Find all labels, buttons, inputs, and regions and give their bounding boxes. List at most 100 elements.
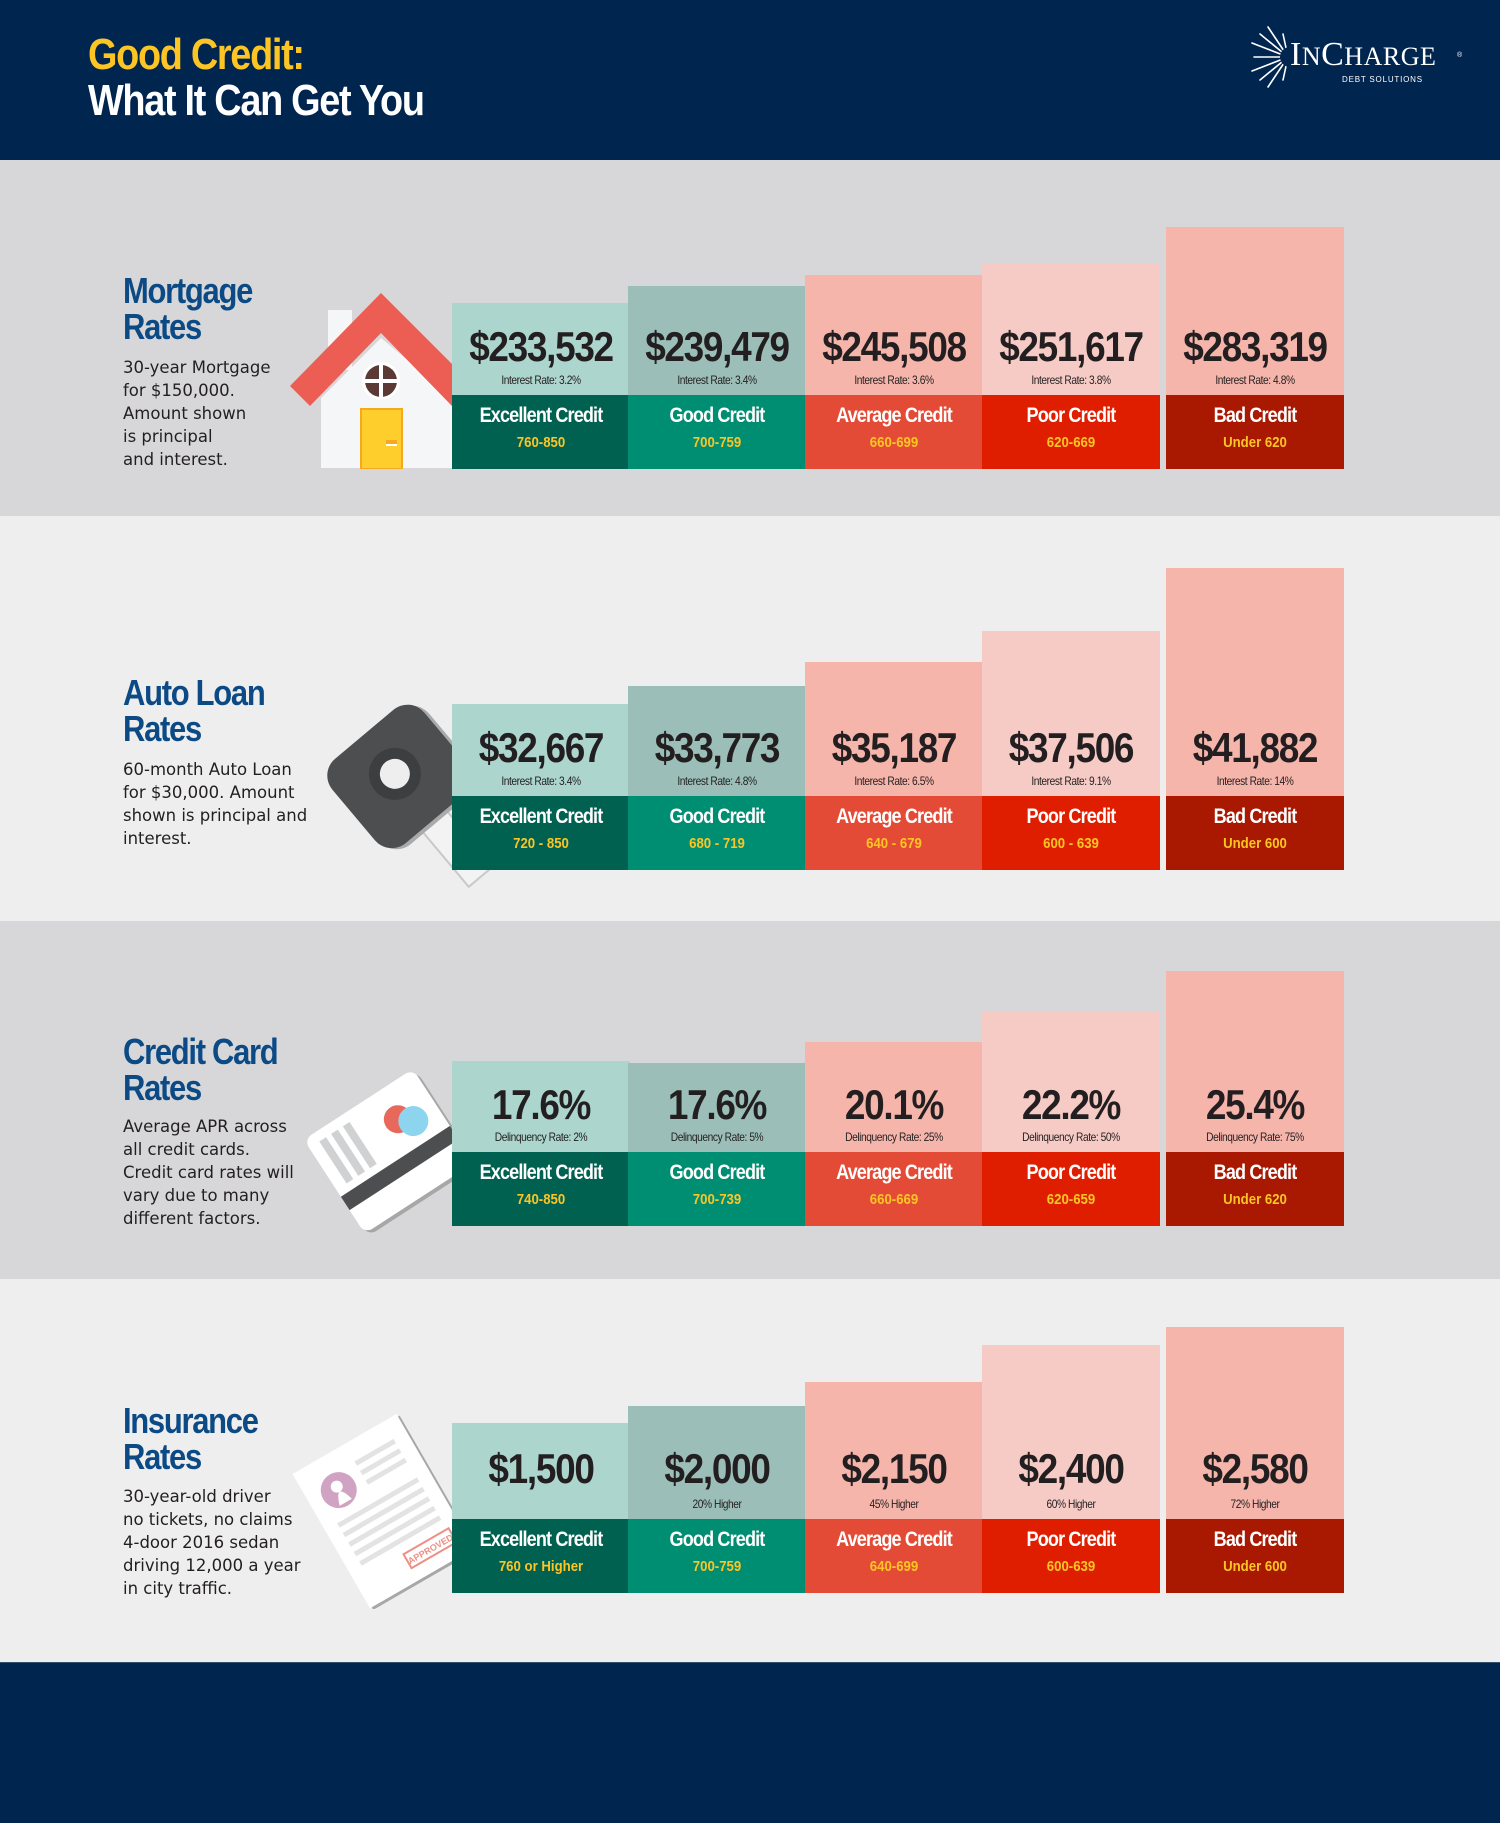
delinquency-rate: Delinquency Rate: 75% — [1206, 1130, 1304, 1144]
value: $32,667 — [478, 724, 605, 771]
value: $2,150 — [841, 1445, 947, 1492]
value: $239,479 — [645, 323, 790, 370]
interest-rate: Interest Rate: 9.1% — [1031, 774, 1111, 788]
insurance-bar-chart: $1,500 Excellent Credit 760 or Higher $2,… — [452, 1279, 1344, 1662]
delinquency-rate: Delinquency Rate: 2% — [494, 1130, 588, 1144]
credit-label: Bad Credit Under 620 — [1166, 395, 1344, 469]
value: $283,319 — [1183, 323, 1328, 370]
credit-card-section: Credit Card Rates Average APR across all … — [0, 921, 1500, 1279]
bar — [982, 1011, 1160, 1152]
mortgage-bar-chart: $233,532 Interest Rate: 3.2% Excellent C… — [452, 160, 1344, 516]
percent-higher: 45% Higher — [869, 1497, 919, 1511]
column-average: $35,187 Interest Rate: 6.5% Average Cred… — [805, 662, 983, 870]
bar — [452, 303, 630, 395]
value: 20.1% — [844, 1081, 945, 1128]
section-title: Credit Card Rates — [123, 1031, 279, 1108]
credit-label: Average Credit 660-669 — [805, 1152, 983, 1226]
insurance-section: Insurance Rates 30-year-old driver no tic… — [0, 1279, 1500, 1662]
incharge-logo: INCHARGE ® DEBT SOLUTIONS — [1250, 22, 1465, 92]
column-average: $245,508 Interest Rate: 3.6% Average Cre… — [805, 275, 983, 469]
house-icon — [290, 293, 472, 469]
value: $2,400 — [1018, 1445, 1124, 1492]
column-good: $239,479 Interest Rate: 3.4% Good Credit… — [628, 286, 806, 469]
credit-label: Good Credit 700-759 — [628, 1519, 806, 1593]
logo-subtitle: DEBT SOLUTIONS — [1342, 75, 1423, 84]
value: $37,506 — [1008, 724, 1135, 771]
credit-label: Bad Credit Under 620 — [1166, 1152, 1344, 1226]
value: 25.4% — [1205, 1081, 1306, 1128]
section-title: Insurance Rates — [123, 1400, 259, 1477]
column-good: $33,773 Interest Rate: 4.8% Good Credit 6… — [628, 686, 806, 870]
credit-label: Average Credit 660-699 — [805, 395, 983, 469]
interest-rate: Interest Rate: 3.6% — [854, 373, 934, 387]
section-title: Auto Loan Rates — [123, 672, 266, 749]
bar — [805, 1042, 983, 1152]
percent-higher: 72% Higher — [1230, 1497, 1280, 1511]
value: $1,500 — [488, 1445, 594, 1492]
interest-rate: Interest Rate: 4.8% — [677, 774, 757, 788]
auto-loan-bar-chart: $32,667 Interest Rate: 3.4% Excellent Cr… — [452, 516, 1344, 921]
credit-label: Good Credit 700-759 — [628, 395, 806, 469]
percent-higher: 20% Higher — [692, 1497, 742, 1511]
bar — [1166, 227, 1344, 395]
logo-wordmark: INCHARGE — [1290, 36, 1437, 73]
column-good: 17.6% Delinquency Rate: 5% Good Credit 70… — [628, 1063, 806, 1227]
header: Good Credit: What It Can Get You INCHARG… — [0, 0, 1500, 160]
credit-label: Average Credit 640-699 — [805, 1519, 983, 1593]
title-line-1: Good Credit: — [88, 30, 305, 79]
section-description: Average APR across all credit cards. Cre… — [123, 1117, 294, 1228]
value: $2,000 — [664, 1445, 770, 1492]
bar — [628, 1406, 806, 1519]
bar — [452, 704, 630, 796]
value: 17.6% — [491, 1081, 592, 1128]
bar — [982, 263, 1160, 395]
interest-rate: Interest Rate: 14% — [1216, 774, 1294, 788]
column-poor: 22.2% Delinquency Rate: 50% Poor Credit 6… — [982, 1011, 1160, 1227]
footer — [0, 1662, 1500, 1823]
column-excellent: 17.6% Delinquency Rate: 2% Excellent Cre… — [452, 1061, 630, 1227]
interest-rate: Interest Rate: 3.2% — [501, 373, 581, 387]
title-line-2: What It Can Get You — [88, 76, 425, 125]
column-excellent: $1,500 Excellent Credit 760 or Higher — [452, 1423, 630, 1593]
delinquency-rate: Delinquency Rate: 5% — [670, 1130, 764, 1144]
bar — [982, 631, 1160, 796]
column-bad: $283,319 Interest Rate: 4.8% Bad Credit U… — [1166, 227, 1344, 469]
column-bad: $2,580 72% Higher Bad Credit Under 600 — [1166, 1327, 1344, 1593]
value: $251,617 — [999, 323, 1144, 370]
column-average: $2,150 45% Higher Average Credit 640-699 — [805, 1382, 983, 1593]
bar — [452, 1423, 630, 1519]
delinquency-rate: Delinquency Rate: 25% — [845, 1130, 943, 1144]
column-average: 20.1% Delinquency Rate: 25% Average Cred… — [805, 1042, 983, 1227]
interest-rate: Interest Rate: 6.5% — [854, 774, 934, 788]
column-excellent: $32,667 Interest Rate: 3.4% Excellent Cr… — [452, 704, 630, 870]
bar — [1166, 1327, 1344, 1519]
credit-label: Average Credit 640 - 679 — [805, 796, 983, 870]
percent-higher: 60% Higher — [1046, 1497, 1096, 1511]
credit-label: Bad Credit Under 600 — [1166, 1519, 1344, 1593]
value: 22.2% — [1021, 1081, 1122, 1128]
credit-label: Poor Credit 620-659 — [982, 1152, 1160, 1226]
section-title: Mortgage Rates — [123, 270, 253, 347]
bar — [805, 662, 983, 796]
credit-label: Poor Credit 600 - 639 — [982, 796, 1160, 870]
interest-rate: Interest Rate: 3.4% — [677, 373, 757, 387]
credit-label: Good Credit 680 - 719 — [628, 796, 806, 870]
bar — [1166, 568, 1344, 796]
value: $233,532 — [469, 323, 614, 370]
credit-card-bar-chart: 17.6% Delinquency Rate: 2% Excellent Cre… — [452, 921, 1344, 1279]
value: $35,187 — [831, 724, 958, 771]
bar — [982, 1345, 1160, 1519]
column-excellent: $233,532 Interest Rate: 3.2% Excellent C… — [452, 303, 630, 469]
column-good: $2,000 20% Higher Good Credit 700-759 — [628, 1406, 806, 1593]
bar — [628, 1063, 806, 1152]
column-poor: $2,400 60% Higher Poor Credit 600-639 — [982, 1345, 1160, 1593]
section-description: 60-month Auto Loan for $30,000. Amount s… — [123, 760, 308, 848]
bar — [452, 1061, 630, 1152]
value: $245,508 — [822, 323, 967, 370]
credit-label: Excellent Credit 760-850 — [452, 395, 630, 469]
sunburst-icon — [1251, 26, 1294, 88]
registered-mark: ® — [1457, 52, 1463, 59]
column-bad: $41,882 Interest Rate: 14% Bad Credit Und… — [1166, 568, 1344, 870]
section-description: 30-year-old driver no tickets, no claims… — [123, 1487, 301, 1598]
bar — [628, 286, 806, 395]
